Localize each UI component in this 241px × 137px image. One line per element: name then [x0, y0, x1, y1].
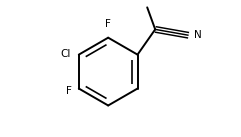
Text: F: F [66, 86, 71, 96]
Text: N: N [194, 30, 201, 40]
Text: F: F [105, 19, 111, 29]
Text: Cl: Cl [60, 49, 71, 59]
